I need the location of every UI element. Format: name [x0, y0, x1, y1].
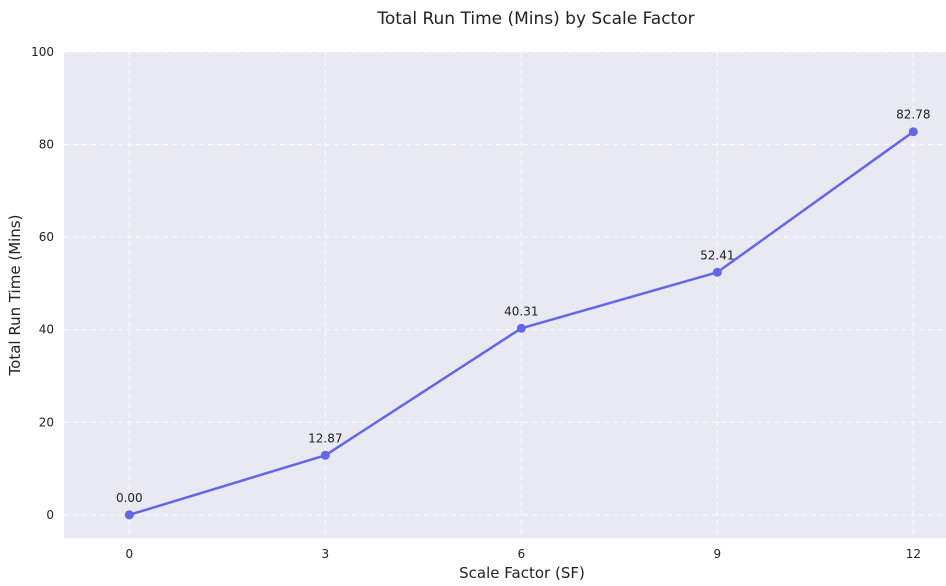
x-tick-label: 9	[714, 547, 722, 561]
data-point	[320, 450, 330, 460]
x-axis-title: Scale Factor (SF)	[459, 564, 585, 582]
grid-lines	[64, 51, 946, 538]
chart-title: Total Run Time (Mins) by Scale Factor	[376, 9, 694, 29]
y-tick-label: 20	[39, 415, 54, 429]
data-point	[124, 510, 134, 520]
data-label: 52.41	[700, 248, 734, 262]
data-label: 40.31	[504, 304, 538, 318]
data-point	[516, 323, 526, 333]
x-tick-label: 0	[126, 547, 134, 561]
y-tick-label: 60	[39, 230, 54, 244]
series-group: 0.00 12.87 40.31 52.41 82.78	[116, 108, 931, 520]
x-tick-label: 12	[906, 547, 921, 561]
data-label: 0.00	[116, 491, 143, 505]
data-point	[712, 267, 722, 277]
data-label: 82.78	[896, 108, 930, 122]
y-tick-label: 40	[39, 323, 54, 337]
y-axis-ticks: 0 20 40 60 80 100	[31, 45, 54, 522]
x-tick-label: 6	[518, 547, 526, 561]
data-point	[908, 127, 918, 137]
y-tick-label: 0	[46, 508, 54, 522]
y-axis-title: Total Run Time (Mins)	[6, 215, 24, 377]
y-tick-label: 80	[39, 138, 54, 152]
x-tick-label: 3	[322, 547, 330, 561]
y-tick-label: 100	[31, 45, 54, 59]
x-axis-ticks: 0 3 6 9 12	[126, 547, 921, 561]
data-label: 12.87	[308, 431, 342, 445]
plot-area	[64, 52, 946, 538]
